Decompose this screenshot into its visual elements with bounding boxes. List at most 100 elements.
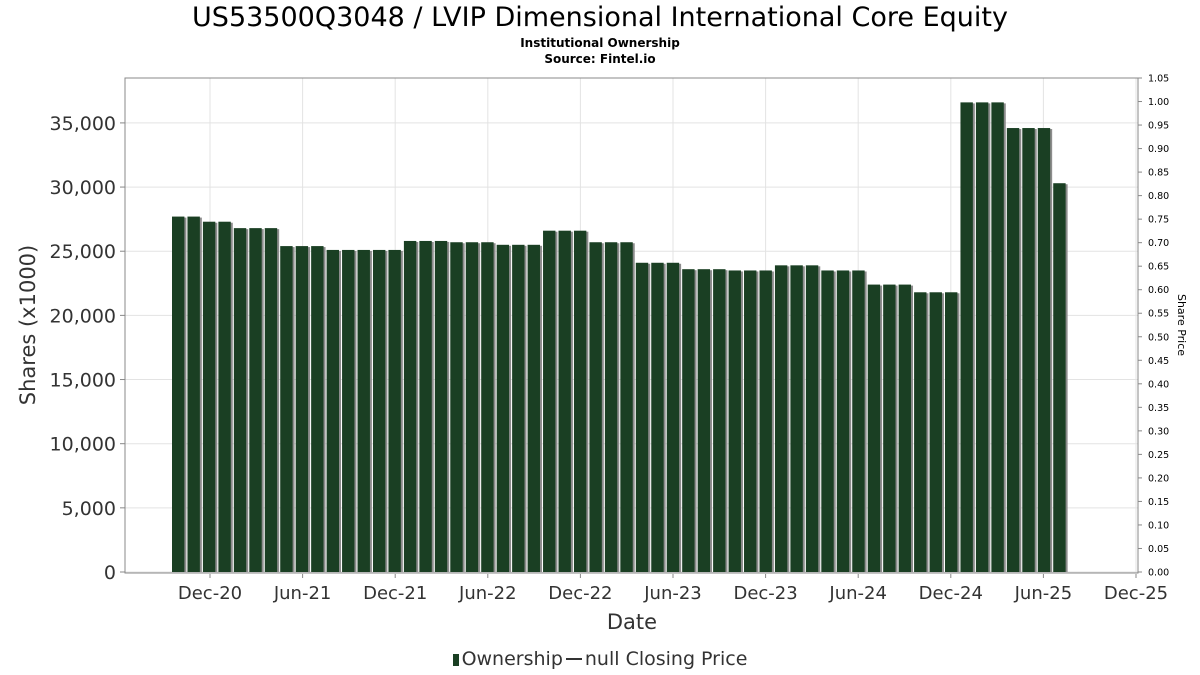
ownership-bar [450, 242, 463, 573]
x-tick-label: Jun-24 [828, 583, 887, 604]
ownership-bar [589, 242, 602, 573]
ownership-bar [388, 249, 401, 572]
ownership-bar [218, 221, 231, 572]
x-tick-label: Jun-25 [1014, 583, 1073, 604]
y-tick-label: 5,000 [62, 498, 116, 520]
ownership-swatch-icon [452, 654, 459, 666]
legend-price-label: null Closing Price [584, 648, 748, 670]
ownership-bar [264, 228, 278, 572]
ownership-bar [342, 249, 355, 572]
ownership-bar [419, 240, 432, 572]
ownership-bar [481, 242, 494, 573]
x-tick-label: Dec-20 [178, 583, 242, 604]
ownership-bar [914, 292, 927, 572]
y2-tick-label: 0.45 [1148, 356, 1169, 367]
y-tick-label: 20,000 [50, 305, 116, 327]
ownership-bar [187, 216, 200, 572]
y-tick-label: 10,000 [50, 434, 116, 456]
y2-tick-label: 1.00 [1148, 97, 1169, 108]
y2-tick-label: 0.35 [1148, 403, 1169, 414]
x-tick-label: Jun-23 [643, 583, 702, 604]
y-tick-label: 30,000 [50, 177, 116, 199]
y-tick-label: 0 [104, 562, 116, 584]
x-tick-label: Jun-22 [458, 583, 517, 604]
ownership-bar [805, 265, 819, 572]
ownership-bar [790, 265, 803, 572]
ownership-bar [852, 270, 865, 572]
ownership-bar [666, 262, 680, 572]
ownership-bar [991, 102, 1004, 573]
y2-tick-label: 0.25 [1148, 450, 1169, 461]
ownership-bar [496, 244, 510, 573]
ownership-bar [744, 270, 757, 572]
y-axis-ticks: 0 5,000 10,000 15,000 20,000 25,000 30,000 35,0… [50, 113, 125, 584]
y2-tick-label: 1.05 [1148, 74, 1169, 85]
ownership-bar [357, 249, 370, 572]
y2-tick-label: 0.90 [1148, 144, 1169, 155]
ownership-bar [975, 102, 989, 573]
ownership-bar [372, 249, 386, 572]
ownership-bar [233, 228, 247, 572]
y-tick-label: 35,000 [50, 113, 116, 135]
x-axis-ticks: Dec-20 Jun-21 Dec-21 Jun-22 Dec-22 Jun-23 Dec-… [178, 574, 1168, 604]
ownership-bar [311, 246, 324, 572]
ownership-bar [434, 240, 448, 572]
x-tick-label: Dec-23 [733, 583, 797, 604]
x-tick-label: Dec-25 [1104, 583, 1168, 604]
plot-border [124, 77, 1139, 574]
y2-tick-label: 0.05 [1148, 544, 1169, 555]
ownership-bar [867, 284, 881, 572]
ownership-bar [403, 240, 417, 572]
ownership-bar [774, 265, 788, 572]
ownership-bar [929, 292, 942, 572]
ownership-bar [759, 270, 772, 572]
y2-tick-label: 0.80 [1148, 191, 1169, 202]
ownership-bar [945, 292, 958, 572]
ownership-bar [651, 262, 664, 572]
ownership-bar [1022, 128, 1035, 572]
x-axis-label: Date [607, 610, 657, 634]
y2-tick-label: 0.20 [1148, 473, 1169, 484]
ownership-bar [1006, 128, 1020, 572]
ownership-bar [682, 269, 695, 572]
ownership-bar [713, 269, 726, 572]
ownership-bar [558, 230, 571, 572]
y2-tick-label: 0.55 [1148, 309, 1169, 320]
ownership-bar [202, 221, 216, 572]
x-tick-label: Dec-24 [919, 583, 983, 604]
ownership-bar [1053, 183, 1066, 573]
ownership-bar [527, 244, 540, 573]
ownership-bar [960, 102, 973, 573]
ownership-bar [728, 270, 741, 572]
y-tick-label: 15,000 [50, 370, 116, 392]
y2-tick-label: 0.00 [1148, 568, 1169, 579]
y2-tick-label: 0.50 [1148, 332, 1169, 343]
ownership-bar [465, 242, 479, 573]
axes [124, 77, 1139, 574]
ownership-bar [821, 270, 834, 572]
y2-axis-ticks: 0.00 0.05 0.10 0.15 0.20 0.25 0.30 0.35 0.40 0.45… [1138, 74, 1169, 579]
x-tick-label: Dec-22 [548, 583, 612, 604]
ownership-bar [543, 230, 556, 572]
price-line-icon [565, 658, 582, 660]
ownership-bar [620, 242, 633, 573]
chart-source: Source: Fintel.io [544, 52, 656, 66]
ownership-bar [280, 246, 293, 572]
ownership-bar [1037, 128, 1051, 572]
ownership-bar [604, 242, 618, 573]
ownership-bar [697, 269, 711, 572]
y2-tick-label: 0.65 [1148, 262, 1169, 273]
ownership-bar [295, 246, 309, 572]
y2-tick-label: 0.40 [1148, 379, 1169, 390]
ownership-bar [172, 216, 185, 572]
y2-tick-label: 0.85 [1148, 168, 1169, 179]
legend-ownership-label: Ownership [461, 648, 563, 670]
y-axis-label: Shares (x1000) [16, 245, 40, 405]
chart-subtitle: Institutional Ownership [520, 36, 680, 50]
ownership-bar [883, 284, 896, 572]
ownership-bar [512, 244, 525, 573]
y2-tick-label: 0.15 [1148, 497, 1169, 508]
y2-tick-label: 0.30 [1148, 426, 1169, 437]
ownership-bar [635, 262, 649, 572]
